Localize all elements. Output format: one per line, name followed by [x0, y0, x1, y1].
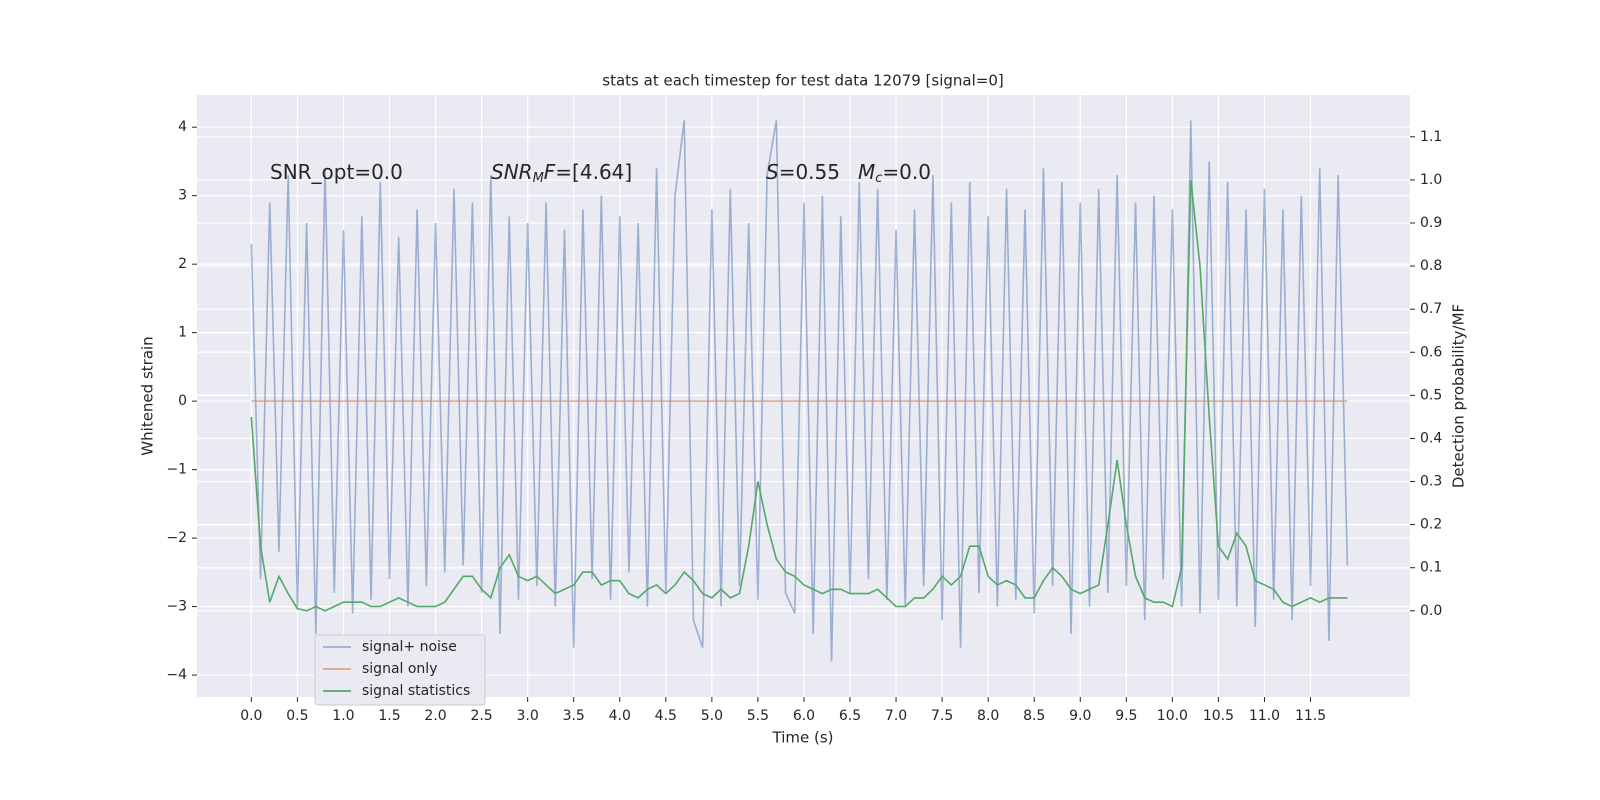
series-line	[250, 179, 1348, 612]
x-tick-label: 4.0	[609, 708, 631, 724]
y2-tick-label: 0.7	[1420, 301, 1442, 317]
x-tick-label: 3.5	[563, 708, 585, 724]
y-tick-label: 2	[178, 256, 187, 272]
y2-tick-label: 0.3	[1420, 474, 1442, 490]
chart-title: stats at each timestep for test data 120…	[602, 72, 1003, 90]
annotation-part: SNR	[491, 160, 533, 184]
x-tick-label: 7.5	[931, 708, 953, 724]
annotation: Mc=0.0	[858, 160, 931, 186]
x-tick-label: 5.5	[747, 708, 769, 724]
x-tick-label: 2.0	[424, 708, 446, 724]
annotation-part: F	[544, 160, 556, 184]
x-tick-label: 11.0	[1249, 708, 1280, 724]
y2-tick-label: 0.0	[1420, 603, 1442, 619]
annotation-part: SNR_opt=0.0	[270, 160, 403, 184]
y-tick-label: −4	[166, 667, 187, 683]
y2-tick-label: 0.8	[1420, 258, 1442, 274]
y-tick-label: 1	[178, 325, 187, 341]
y2-axis-label: Detection probability/MF	[1450, 304, 1468, 488]
y2-tick-label: 0.5	[1420, 387, 1442, 403]
annotation: SNR_opt=0.0	[270, 160, 403, 184]
annotation: SNRMF=[4.64]	[491, 160, 632, 186]
x-tick-label: 4.5	[655, 708, 677, 724]
x-tick-label: 10.0	[1157, 708, 1188, 724]
x-tick-label: 1.0	[332, 708, 354, 724]
y-tick-label: 3	[178, 188, 187, 204]
y-tick-label: 0	[178, 393, 187, 409]
annotation: S=0.55	[766, 160, 840, 184]
x-tick-label: 6.5	[839, 708, 861, 724]
annotation-part: =[4.64]	[555, 160, 632, 184]
legend-label: signal only	[362, 661, 437, 677]
y2-tick-label: 0.2	[1420, 517, 1442, 533]
x-tick-label: 3.0	[517, 708, 539, 724]
x-tick-label: 11.5	[1295, 708, 1326, 724]
x-tick-label: 9.0	[1069, 708, 1091, 724]
y2-tick-label: 0.6	[1420, 344, 1442, 360]
annotation-part: =0.55	[779, 160, 840, 184]
legend-box	[314, 634, 486, 706]
x-tick-label: 10.5	[1203, 708, 1234, 724]
x-tick-label: 9.5	[1115, 708, 1137, 724]
x-tick-label: 2.5	[470, 708, 492, 724]
y-tick-label: 4	[178, 119, 187, 135]
annotation-part: M	[858, 160, 875, 184]
annotation-part: S	[766, 160, 779, 184]
x-tick-label: 8.5	[1023, 708, 1045, 724]
x-tick-label: 7.0	[885, 708, 907, 724]
x-tick-label: 1.5	[378, 708, 400, 724]
series-line	[250, 120, 1349, 662]
x-tick-label: 0.0	[240, 708, 262, 724]
legend-label: signal+ noise	[362, 639, 457, 655]
legend-label: signal statistics	[362, 683, 470, 699]
y-tick-label: −1	[166, 462, 187, 478]
y-axis-label: Whitened strain	[139, 336, 157, 455]
y2-tick-label: 0.9	[1420, 215, 1442, 231]
y2-tick-label: 0.4	[1420, 430, 1442, 446]
x-tick-label: 0.5	[286, 708, 308, 724]
annotation-part: M	[533, 171, 544, 186]
x-axis-label: Time (s)	[772, 729, 834, 747]
x-tick-label: 5.0	[701, 708, 723, 724]
y-tick-label: −2	[166, 530, 187, 546]
y2-tick-label: 0.1	[1420, 560, 1442, 576]
y2-tick-label: 1.1	[1420, 129, 1442, 145]
y2-tick-label: 1.0	[1420, 172, 1442, 188]
y-tick-label: −3	[166, 599, 187, 615]
x-tick-label: 8.0	[977, 708, 999, 724]
x-tick-label: 6.0	[793, 708, 815, 724]
annotation-part: c	[875, 171, 882, 186]
annotation-part: =0.0	[882, 160, 931, 184]
